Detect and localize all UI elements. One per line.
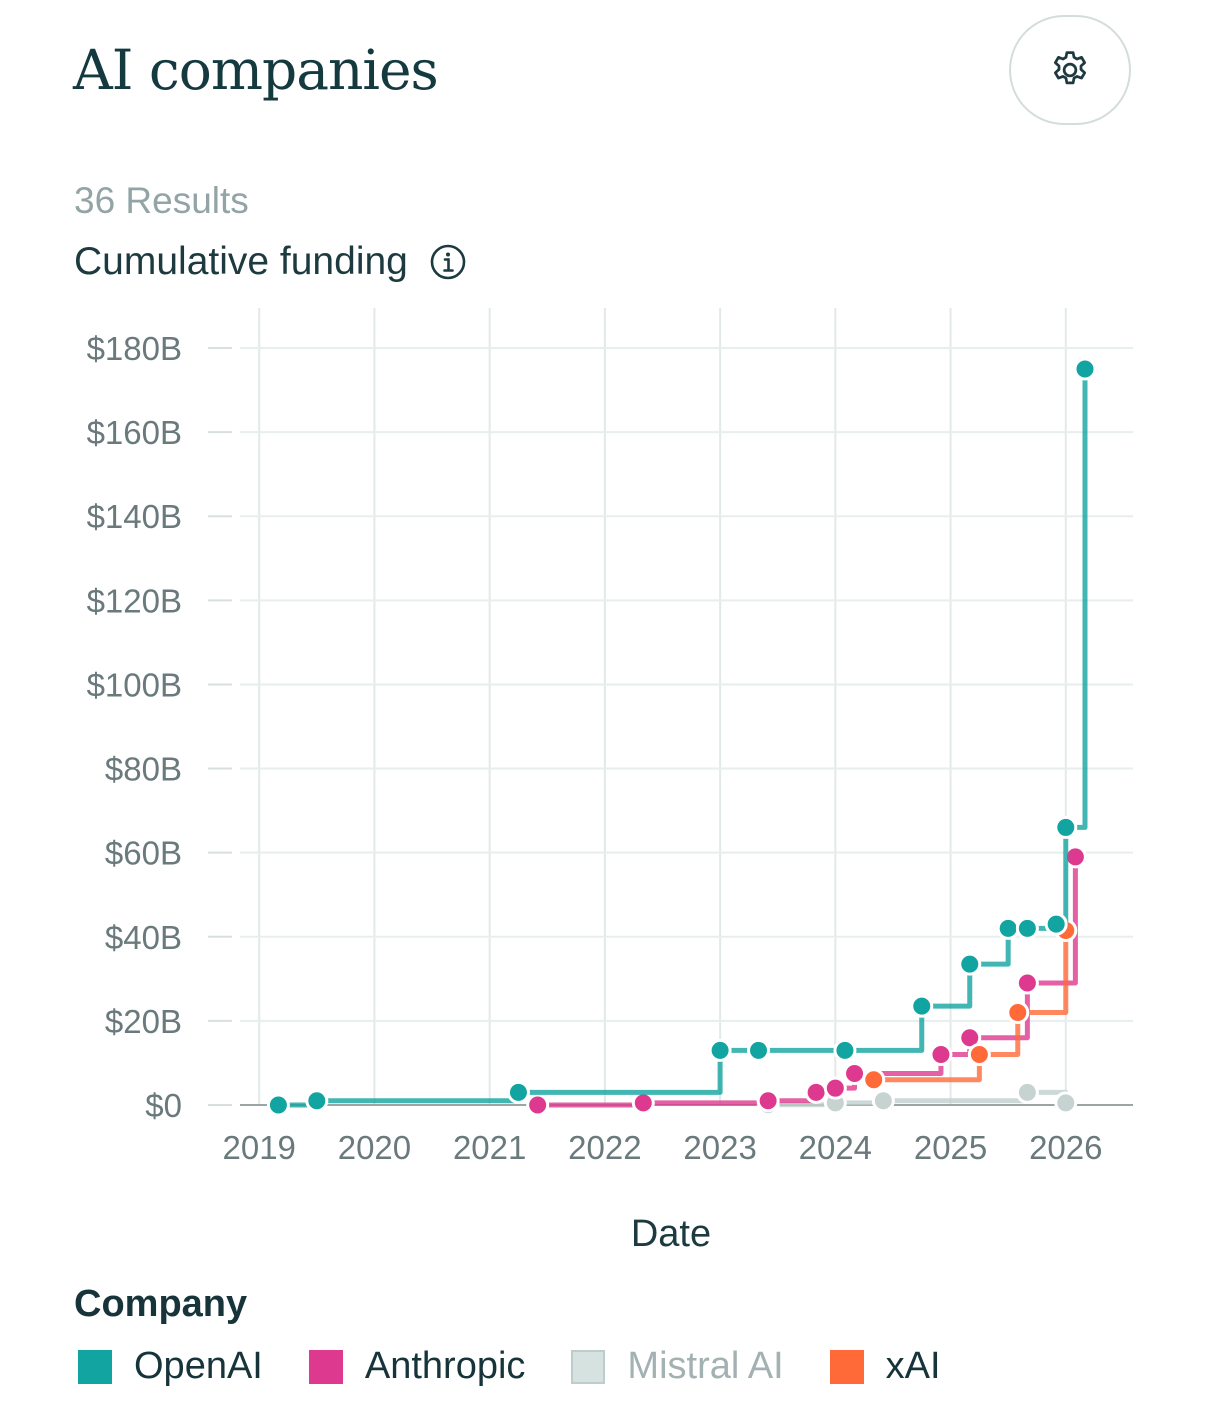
data-point-openai [708,1038,732,1062]
x-tick-label: 2024 [799,1129,872,1166]
data-point-anthropic [804,1080,828,1104]
info-icon[interactable] [430,244,466,280]
y-tick-label: $120B [87,582,182,619]
series-line-openai [278,369,1088,1108]
legend-label: xAI [885,1345,941,1387]
y-tick-label: $160B [87,414,182,451]
data-point-openai [1044,912,1068,936]
series-line-anthropic [537,856,1078,1108]
data-point-anthropic [1063,845,1087,869]
x-axis-title: Date [631,1213,711,1255]
x-tick-label: 2021 [453,1129,526,1166]
data-point-openai [266,1093,290,1117]
legend-swatch [571,1349,606,1384]
data-point-xai [862,1068,886,1092]
legend-swatch [308,1349,343,1384]
data-point-anthropic [756,1089,780,1113]
data-point-anthropic [843,1061,867,1085]
chart-title: Cumulative funding [74,240,466,284]
legend-item-mistral-ai[interactable]: Mistral AI [571,1345,784,1388]
data-point-anthropic [1015,971,1039,995]
legend-swatch [829,1349,864,1384]
y-tick-label: $60B [105,835,182,872]
y-tick-label: $0 [145,1087,182,1124]
chart-title-text: Cumulative funding [74,240,408,283]
data-point-anthropic [823,1076,847,1100]
legend-label: OpenAI [134,1345,263,1387]
settings-button[interactable] [1009,15,1131,125]
legend-item-xai[interactable]: xAI [829,1345,941,1388]
x-tick-label: 2020 [338,1129,411,1166]
data-point-anthropic [958,1026,982,1050]
data-point-openai [910,994,934,1018]
y-tick-label: $80B [105,751,182,788]
y-tick-label: $100B [87,666,182,703]
legend-label: Anthropic [364,1345,526,1387]
data-point-anthropic [526,1093,550,1117]
y-tick-label: $40B [105,919,182,956]
page-title: AI companies [73,38,439,102]
data-point-openai [958,952,982,976]
legend-item-anthropic[interactable]: Anthropic [308,1345,526,1388]
legend-label: Mistral AI [627,1345,784,1387]
legend-swatch [78,1349,112,1384]
legend: OpenAI Anthropic Mistral AI xAI [78,1345,987,1388]
results-count: 36 Results [74,180,249,221]
x-tick-label: 2026 [1029,1129,1102,1166]
data-point-mistral-ai [1015,1080,1039,1104]
data-point-openai [305,1089,329,1113]
data-point-openai [1054,815,1078,839]
y-tick-label: $20B [105,1003,182,1040]
data-point-anthropic [631,1091,655,1115]
data-point-openai [1073,357,1097,381]
data-point-xai [967,1043,991,1067]
data-point-openai [506,1080,530,1104]
data-point-mistral-ai [871,1089,895,1113]
legend-title: Company [74,1283,248,1325]
data-point-openai [1015,916,1039,940]
data-point-xai [1006,1000,1030,1024]
x-tick-label: 2023 [683,1129,756,1166]
data-point-anthropic [929,1043,953,1067]
data-point-openai [996,916,1020,940]
y-tick-label: $180B [87,330,182,367]
gear-icon [1053,51,1087,85]
legend-item-openai[interactable]: OpenAI [78,1345,263,1388]
cumulative-funding-chart: 2019 2020 2021 2022 2023 2024 2025 2026 $0 $20B $4… [87,308,1133,1255]
x-tick-label: 2019 [222,1129,295,1166]
series-line-xai [873,930,1069,1083]
x-tick-label: 2022 [568,1129,641,1166]
data-point-openai [747,1038,771,1062]
y-tick-label: $140B [87,498,182,535]
data-point-mistral-ai [1054,1091,1078,1115]
x-tick-label: 2025 [914,1129,987,1166]
data-point-openai [833,1038,857,1062]
